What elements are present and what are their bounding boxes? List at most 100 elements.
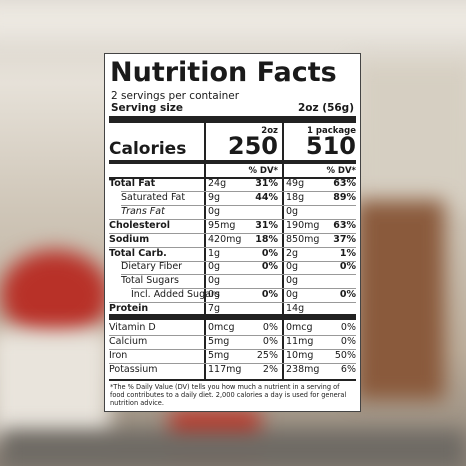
daily-value: 0% (339, 289, 356, 301)
nutrient-label: Total Carb. (109, 247, 167, 259)
daily-value: 0% (262, 336, 278, 348)
amount: 11mg (286, 336, 314, 348)
calories-value: 510 (305, 132, 356, 160)
footnote: *The % Daily Value (DV) tells you how mu… (110, 383, 347, 407)
amount: 0g (286, 205, 299, 217)
column-header: 1 package (307, 126, 356, 136)
daily-value: 89% (333, 191, 356, 203)
amount: 0g (286, 275, 299, 287)
background (0, 0, 466, 40)
divider (204, 123, 206, 379)
amount: 0g (208, 275, 221, 287)
amount: 0g (286, 261, 299, 273)
nutrient-label: Sodium (109, 233, 150, 245)
daily-value: 18% (255, 233, 278, 245)
amount: 0g (208, 289, 221, 301)
nutrient-label: Vitamin D (109, 322, 156, 333)
daily-value: 0% (262, 322, 278, 333)
divider (109, 379, 356, 381)
daily-value: 63% (333, 178, 356, 189)
amount: 0g (286, 289, 299, 301)
nutrient-label: Calcium (109, 336, 148, 348)
nutrient-label: Dietary Fiber (121, 261, 183, 273)
nutrient-label: Protein (109, 303, 149, 315)
nutrient-label: Total Fat (109, 178, 156, 189)
divider (109, 177, 356, 179)
nutrient-label: Saturated Fat (121, 191, 186, 203)
amount: 9g (208, 191, 221, 203)
row-line (109, 232, 356, 234)
amount: 0mcg (286, 322, 313, 333)
serving-size-label: Serving size (111, 102, 184, 114)
divider (109, 314, 356, 320)
background (0, 430, 466, 466)
divider (282, 123, 284, 379)
amount: 238mg (286, 364, 320, 376)
row-line (109, 335, 356, 336)
row-line (121, 260, 356, 262)
background (355, 200, 445, 400)
amount: 117mg (208, 364, 242, 376)
daily-value: 0% (261, 247, 278, 259)
column-header: 2oz (261, 126, 278, 136)
background (0, 250, 110, 340)
amount: 0g (208, 205, 221, 217)
daily-value: 31% (255, 219, 278, 231)
background (0, 330, 110, 440)
amount: 850mg (286, 233, 320, 245)
row-line (121, 274, 356, 276)
amount: 49g (286, 178, 305, 189)
amount: 5mg (208, 350, 230, 362)
amount: 0mcg (208, 322, 235, 333)
row-line (121, 191, 356, 192)
servings: 2 servings per container (111, 90, 240, 102)
amount: 190mg (286, 219, 320, 231)
daily-value: 63% (333, 219, 356, 231)
row-line (109, 363, 356, 365)
amount: 18g (286, 191, 305, 203)
row-line (109, 218, 356, 220)
calories-label: Calories (109, 139, 187, 159)
daily-value: 37% (333, 233, 356, 245)
divider (109, 160, 356, 164)
amount: 24g (208, 178, 227, 189)
amount: 14g (286, 303, 305, 315)
amount: 1g (208, 247, 221, 259)
divider (109, 116, 356, 123)
amount: 5mg (208, 336, 230, 348)
daily-value: 50% (334, 350, 356, 362)
background (355, 60, 466, 210)
amount: 2g (286, 247, 299, 259)
nutrient-label: Total Sugars (121, 275, 179, 287)
serving-size-value: 2oz (56g) (297, 102, 354, 114)
amount: 7g (208, 303, 221, 315)
row-line (131, 288, 356, 290)
dv-header: % DV* (326, 166, 356, 176)
daily-value: 2% (262, 364, 278, 376)
nutrient-label: Potassium (109, 364, 158, 376)
dv-header: % DV* (248, 166, 278, 176)
daily-value: 6% (340, 364, 356, 376)
title: Nutrition Facts (110, 57, 337, 88)
nutrient-label: Cholesterol (109, 219, 171, 231)
daily-value: 0% (340, 322, 356, 333)
nutrient-label: Iron (109, 350, 128, 362)
nutrient-label: Trans Fat (121, 205, 165, 217)
row-line (109, 349, 356, 351)
daily-value: 25% (256, 350, 278, 362)
row-line (109, 246, 356, 248)
row-line (109, 302, 356, 304)
daily-value: 0% (261, 261, 278, 273)
daily-value: 0% (339, 261, 356, 273)
nutrition-label: Nutrition Facts 2 servings per container… (104, 53, 361, 412)
row-line (121, 204, 356, 206)
daily-value: 31% (255, 178, 278, 189)
daily-value: 1% (339, 247, 356, 259)
amount: 95mg (208, 219, 236, 231)
daily-value: 0% (340, 336, 356, 348)
calories-value: 250 (227, 132, 278, 160)
nutrient-label: Incl. Added Sugars (131, 289, 220, 301)
daily-value: 44% (255, 191, 278, 203)
amount: 420mg (208, 233, 242, 245)
